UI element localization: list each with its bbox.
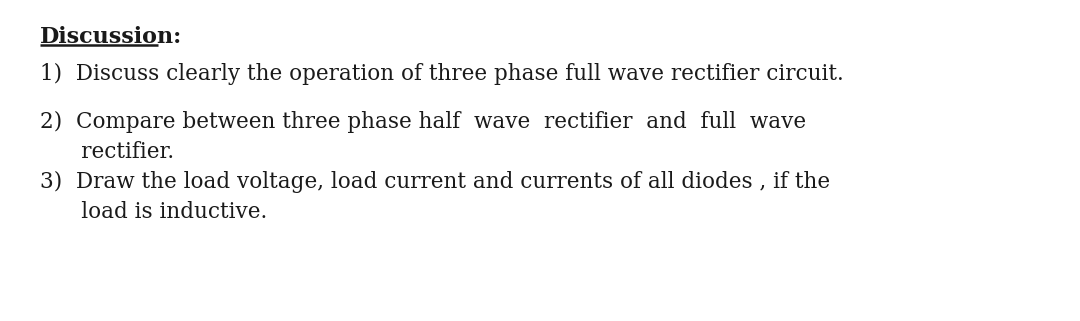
Text: rectifier.: rectifier. bbox=[40, 141, 174, 163]
Text: 2)  Compare between three phase half  wave  rectifier  and  full  wave: 2) Compare between three phase half wave… bbox=[40, 111, 806, 133]
Text: 3)  Draw the load voltage, load current and currents of all diodes , if the: 3) Draw the load voltage, load current a… bbox=[40, 171, 831, 193]
Text: load is inductive.: load is inductive. bbox=[40, 201, 267, 223]
Text: Discussion:: Discussion: bbox=[40, 26, 183, 48]
Text: 1)  Discuss clearly the operation of three phase full wave rectifier circuit.: 1) Discuss clearly the operation of thre… bbox=[40, 63, 843, 85]
